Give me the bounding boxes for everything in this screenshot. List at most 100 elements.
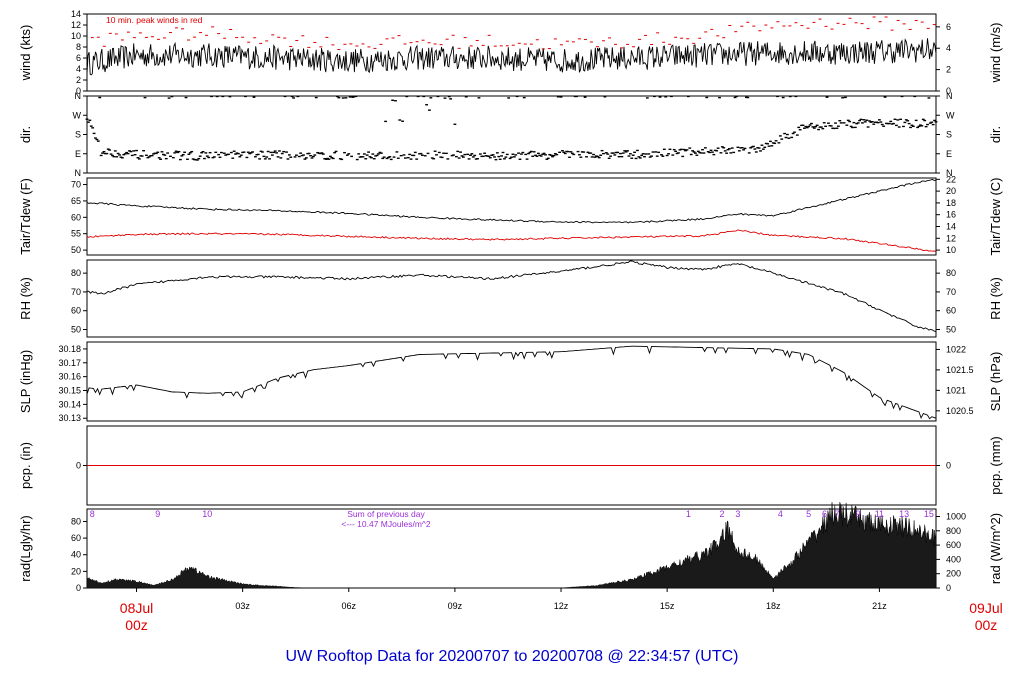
ytick-label-right: 60	[946, 306, 956, 316]
ytick-label-left: 30.16	[58, 372, 81, 382]
panel-frame-temperature	[86, 177, 937, 256]
end-time-label: 00z	[975, 617, 998, 633]
hour-label: 5	[806, 509, 811, 519]
ytick-label-right: 400	[946, 554, 961, 564]
ylabel-left-slp: SLP (inHg)	[18, 350, 33, 413]
xtick-label: 06z	[342, 601, 357, 611]
ytick-label-left: 30.18	[58, 344, 81, 354]
xtick-label: 03z	[235, 601, 250, 611]
series-line-rh	[86, 260, 937, 333]
ytick-label-left: 0	[76, 86, 81, 96]
ytick-label-left: 30.17	[58, 358, 81, 368]
ytick-label-left: 60	[71, 212, 81, 222]
rad-sum-value: <--- 10.47 MJoules/m^2	[341, 519, 431, 529]
hour-label: 3	[735, 509, 740, 519]
ylabel-left-temperature: Tair/Tdew (F)	[18, 178, 33, 255]
ylabel-left-dir: dir.	[18, 126, 33, 143]
ytick-label-right: 0	[946, 86, 951, 96]
ytick-label-left: N	[75, 168, 82, 178]
series-line-tair	[86, 178, 937, 224]
ytick-label-right: 0	[946, 583, 951, 593]
hour-label: 9	[856, 509, 861, 519]
rad-sum-annotation: Sum of previous day	[347, 509, 425, 519]
ytick-label-right: 1020.5	[946, 406, 974, 416]
ytick-label-left: 2	[76, 75, 81, 85]
panel-frame-rh	[86, 259, 937, 338]
xtick-label: 18z	[766, 601, 781, 611]
ylabel-right-rh: RH (%)	[988, 277, 1003, 320]
ytick-label-right: N	[946, 91, 953, 101]
ytick-label-left: 0	[76, 583, 81, 593]
ytick-label-right: 1022	[946, 344, 966, 354]
xtick-label: 21z	[872, 601, 887, 611]
ytick-label-left: W	[73, 110, 82, 120]
ytick-label-left: 6	[76, 53, 81, 63]
ytick-label-left: 12	[71, 20, 81, 30]
panel-frame-slp	[86, 341, 937, 422]
ytick-label-left: 20	[71, 566, 81, 576]
ytick-label-right: 600	[946, 540, 961, 550]
ytick-label-left: 60	[71, 306, 81, 316]
ylabel-right-slp: SLP (hPa)	[988, 352, 1003, 412]
ytick-label-left: 14	[71, 9, 81, 19]
hour-label: 4	[778, 509, 783, 519]
ytick-label-right: 6	[946, 22, 951, 32]
xtick-label: 15z	[660, 601, 675, 611]
end-date-label: 09Jul	[969, 600, 1002, 616]
ytick-label-right: 18	[946, 198, 956, 208]
ytick-label-left: 65	[71, 196, 81, 206]
hour-label: 10	[202, 509, 212, 519]
ytick-label-right: 0	[946, 461, 951, 471]
ytick-label-left: 70	[71, 287, 81, 297]
ylabel-right-dir: dir.	[988, 126, 1003, 143]
ytick-label-right: 1021.5	[946, 365, 974, 375]
hour-label: 13	[899, 509, 909, 519]
hour-label: 7	[834, 509, 839, 519]
ytick-label-right: 12	[946, 233, 956, 243]
ytick-label-right: E	[946, 149, 952, 159]
ylabel-left-pcp: pcp. (in)	[18, 442, 33, 489]
ytick-label-left: 40	[71, 550, 81, 560]
start-time-label: 00z	[125, 617, 148, 633]
series-peak-winds	[90, 16, 936, 50]
ylabel-right-rad: rad (W/m^2)	[988, 513, 1003, 584]
ytick-label-right: 200	[946, 569, 961, 579]
series-line-wind	[86, 38, 937, 76]
ytick-label-right: 80	[946, 268, 956, 278]
ylabel-right-wind: wind (m/s)	[988, 23, 1003, 84]
ytick-label-left: 60	[71, 533, 81, 543]
hour-label: 9	[155, 509, 160, 519]
ytick-label-right: 10	[946, 245, 956, 255]
ytick-label-right: W	[946, 110, 955, 120]
ytick-label-left: N	[75, 91, 82, 101]
series-area-radiation	[86, 502, 937, 589]
ylabel-right-temperature: Tair/Tdew (C)	[988, 177, 1003, 255]
ytick-label-left: 70	[71, 180, 81, 190]
ytick-label-left: 4	[76, 64, 81, 74]
ytick-label-left: 50	[71, 245, 81, 255]
ytick-label-right: 1021	[946, 385, 966, 395]
ytick-label-left: 8	[76, 42, 81, 52]
ytick-label-right: 14	[946, 221, 956, 231]
ylabel-left-rad: rad(Lgly/hr)	[18, 515, 33, 581]
ytick-label-left: 30.14	[58, 399, 81, 409]
series-line-slp	[86, 345, 937, 420]
xtick-label: 12z	[554, 601, 569, 611]
hour-label: 2	[719, 509, 724, 519]
ytick-label-right: 2	[946, 65, 951, 75]
ytick-label-right: 1000	[946, 511, 966, 521]
peak-winds-annotation: 10 min. peak winds in red	[106, 15, 203, 25]
ylabel-left-wind: wind (kts)	[18, 25, 33, 82]
ytick-label-left: S	[75, 130, 81, 140]
ytick-label-right: 50	[946, 324, 956, 334]
ytick-label-left: 30.13	[58, 413, 81, 423]
series-direction	[85, 95, 938, 161]
ytick-label-right: 20	[946, 186, 956, 196]
hour-label: 1	[686, 509, 691, 519]
ytick-label-left: E	[75, 149, 81, 159]
ytick-label-left: 0	[76, 461, 81, 471]
ytick-label-right: 4	[946, 43, 951, 53]
ytick-label-right: 22	[946, 174, 956, 184]
chart-title: UW Rooftop Data for 20200707 to 20200708…	[285, 648, 739, 665]
